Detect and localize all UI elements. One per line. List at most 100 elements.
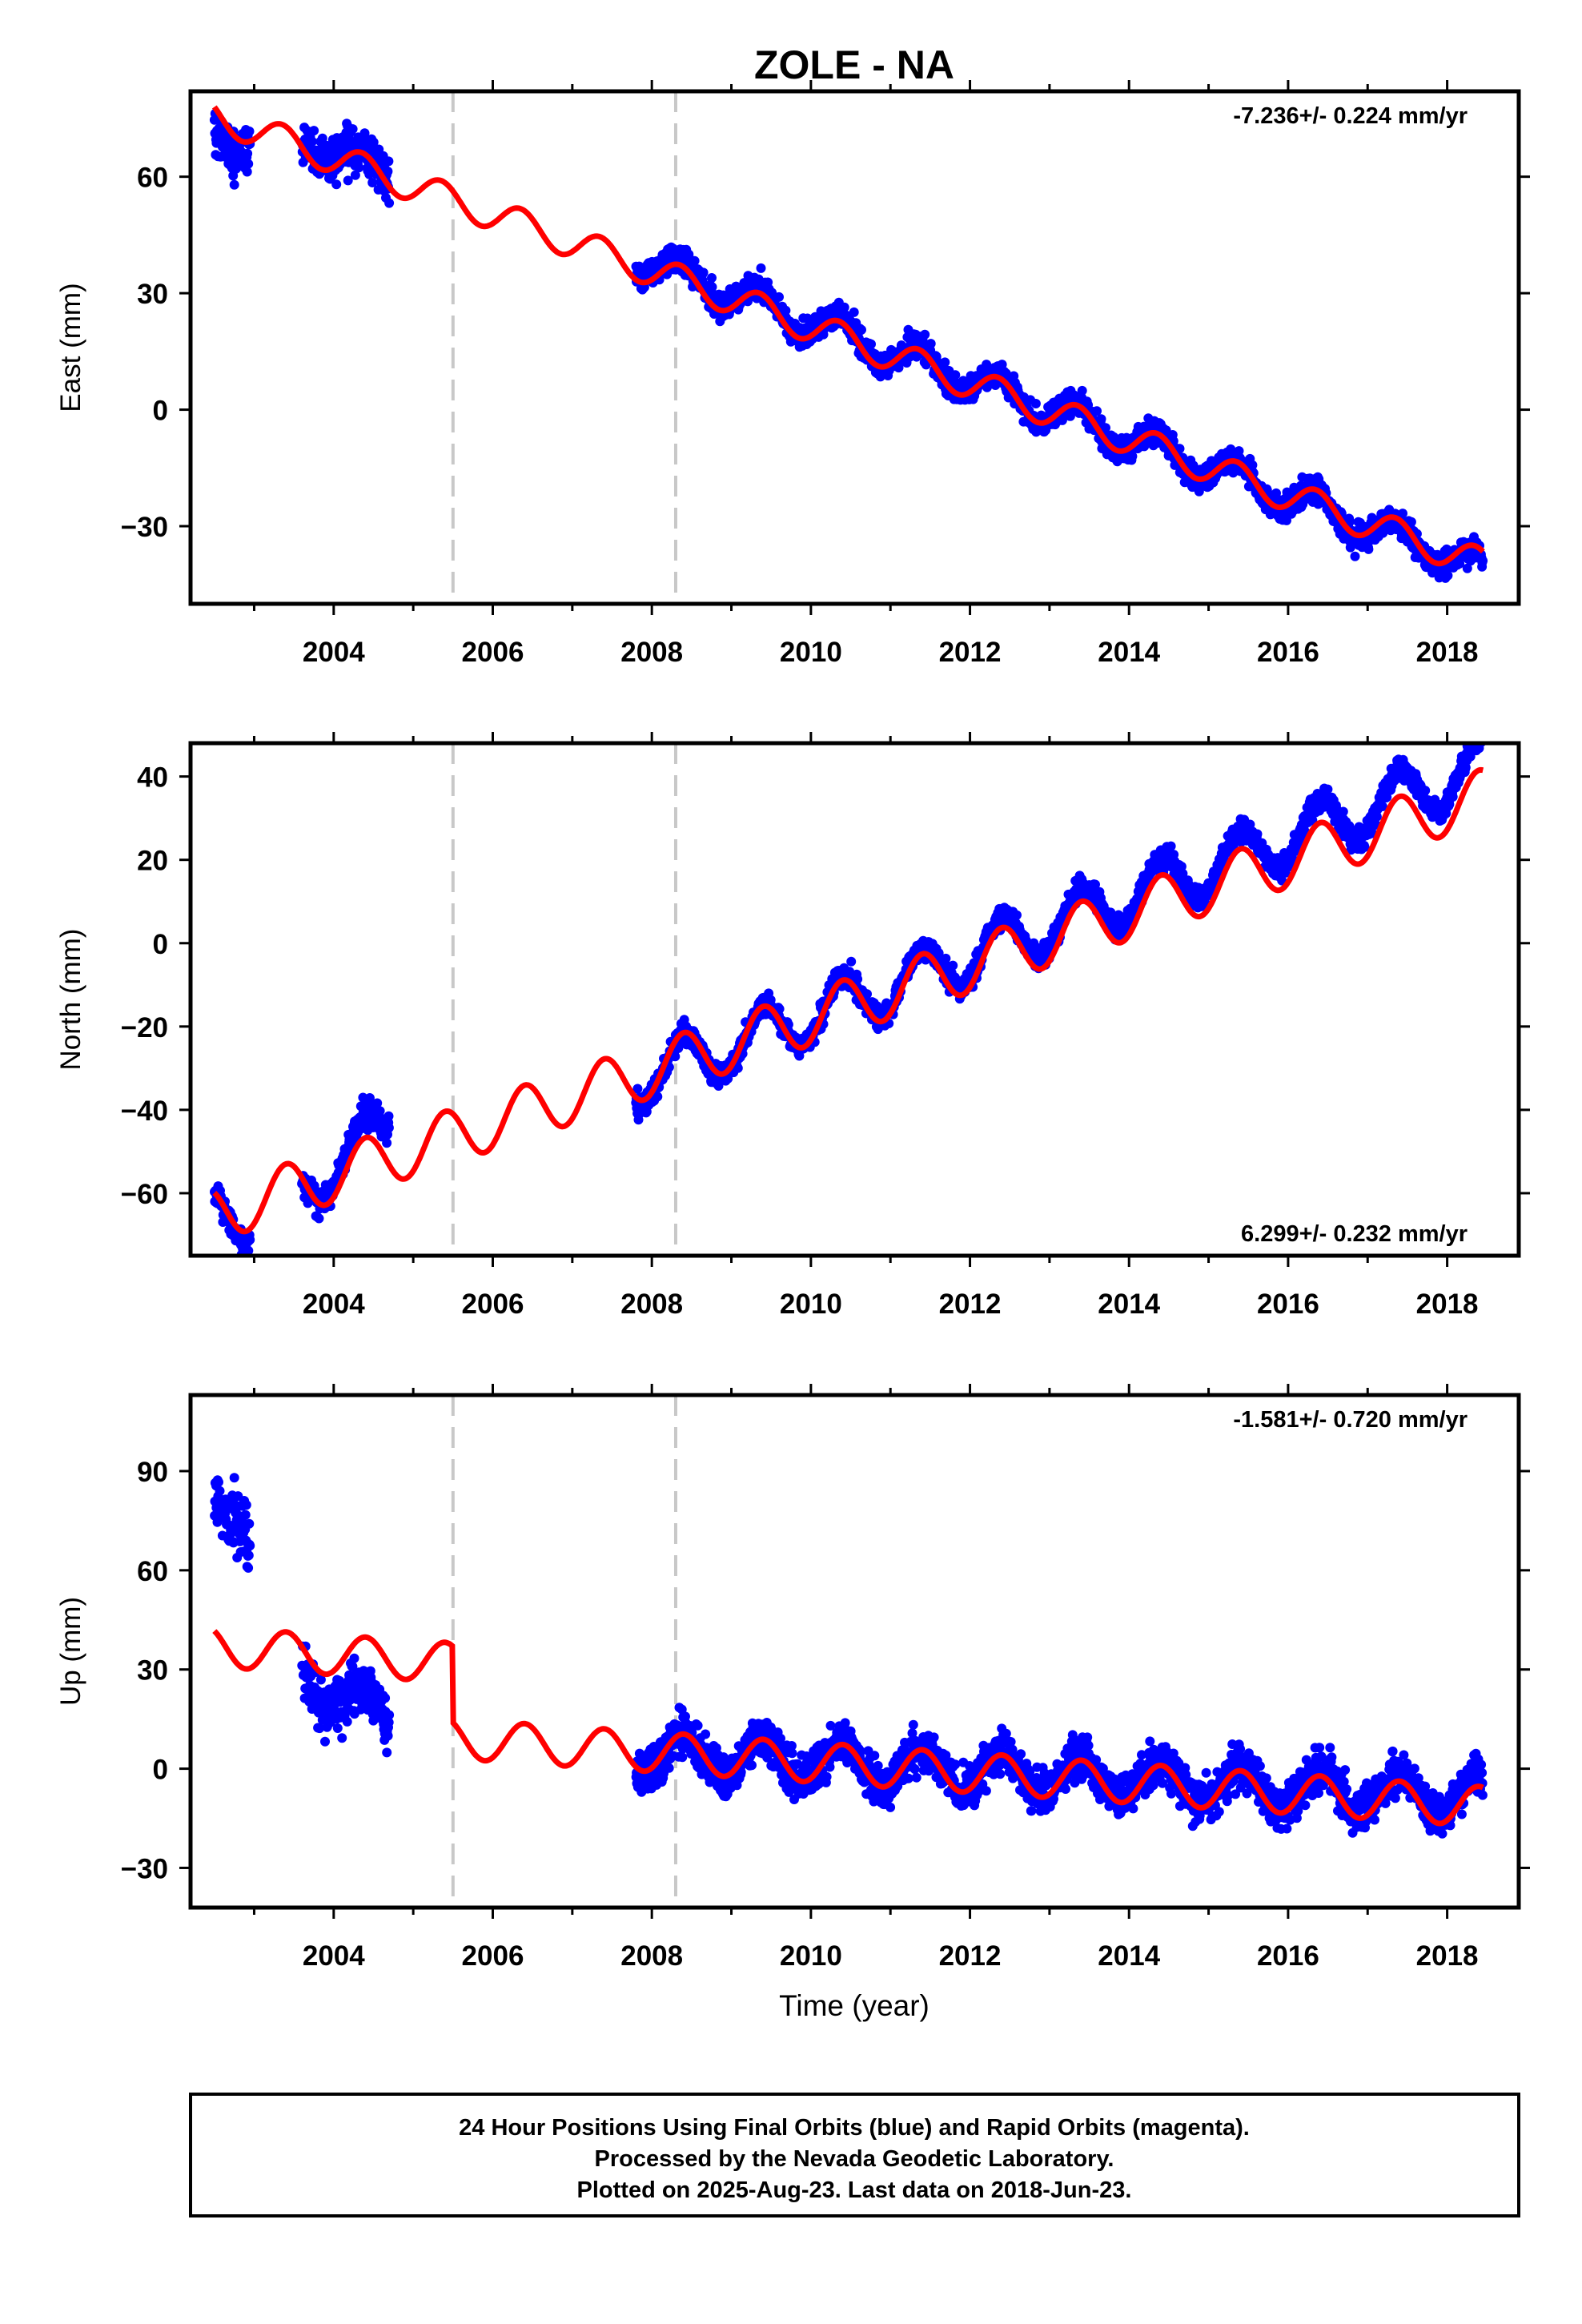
data-point [1420, 786, 1431, 796]
data-point [1476, 731, 1485, 741]
data-point [839, 302, 849, 312]
data-point [774, 292, 784, 302]
data-point [781, 305, 791, 316]
data-point [1030, 399, 1041, 408]
data-point [950, 370, 961, 380]
data-point [1188, 460, 1199, 471]
data-point [698, 267, 709, 278]
data-point [1176, 862, 1186, 871]
data-point [367, 178, 378, 187]
data-point [375, 1106, 385, 1116]
data-point [1065, 411, 1075, 421]
data-point [314, 1213, 324, 1224]
data-point [317, 133, 327, 143]
data-point [1252, 829, 1263, 839]
data-point [756, 263, 766, 273]
data-point [1178, 868, 1188, 879]
data-point [1476, 726, 1486, 735]
data-point [358, 1092, 368, 1103]
data-point [733, 1063, 743, 1073]
data-point [372, 1098, 383, 1108]
data-point [849, 307, 859, 317]
chart-title: ZOLE - NA [754, 42, 954, 87]
data-point [866, 339, 876, 349]
data-point [350, 170, 360, 180]
data-point [1473, 731, 1483, 741]
data-point [347, 124, 358, 135]
data-point [707, 282, 717, 292]
y-axis-label: East (mm) [55, 283, 86, 412]
data-point [774, 1003, 785, 1014]
data-point [1012, 910, 1022, 920]
data-point [940, 357, 950, 368]
data-point [1477, 728, 1487, 738]
data-point [1478, 556, 1488, 566]
data-point [243, 1245, 254, 1256]
x-tick-label: 2010 [780, 637, 842, 668]
y-tick-label: 30 [137, 279, 168, 310]
data-point [354, 163, 364, 173]
data-point [1127, 451, 1138, 461]
data-point [1471, 731, 1480, 741]
data-point [1092, 406, 1102, 416]
data-point [707, 273, 717, 283]
data-point [1166, 841, 1176, 851]
panel-frame-east [188, 89, 1521, 606]
data-point [941, 953, 951, 963]
x-tick-label: 2004 [303, 637, 365, 668]
data-point [384, 198, 395, 208]
data-point [1462, 563, 1472, 573]
data-point [1473, 733, 1483, 742]
data-point [1077, 385, 1087, 396]
data-point [689, 255, 700, 266]
observations-east [209, 108, 1488, 583]
data-point [846, 956, 857, 967]
data-point [1174, 444, 1185, 454]
data-point [1101, 423, 1110, 433]
data-point [243, 159, 254, 169]
data-point [368, 137, 379, 147]
rate-label: -7.236+/- 0.224 mm/yr [1233, 103, 1468, 129]
data-point [383, 1111, 394, 1121]
data-point [244, 127, 255, 136]
data-point [383, 1123, 394, 1133]
panels: 2004 2006 2008 2010 2012 2014 2016 2018−3003060… [55, 80, 1530, 1972]
y-tick-label: 60 [137, 163, 168, 194]
data-point [948, 960, 958, 971]
data-point [1247, 460, 1258, 470]
data-point [857, 324, 866, 335]
data-point [245, 1235, 255, 1245]
data-point [893, 363, 904, 373]
data-point [1096, 414, 1106, 424]
model-curve-east [211, 105, 1485, 567]
observations-north [210, 726, 1487, 1256]
data-point [383, 167, 393, 176]
data-point [331, 179, 342, 190]
data-point [632, 1084, 643, 1094]
panel-east: 2004 2006 2008 2010 2012 2014 2016 2018−3003060… [55, 80, 1530, 668]
data-point [243, 148, 253, 159]
data-point [1443, 570, 1453, 581]
y-tick-label: 0 [153, 396, 168, 427]
data-point [1476, 733, 1486, 742]
data-point [652, 1092, 663, 1102]
data-point [229, 179, 239, 190]
x-tick-label: 2018 [1416, 637, 1479, 668]
x-tick-label: 2014 [1098, 637, 1160, 668]
y-tick-label: −30 [121, 512, 168, 543]
x-tick-label: 2016 [1257, 637, 1319, 668]
panel-north: 2004 2006 2008 2010 2012 2014 2016 2018−60−40−2… [55, 726, 1530, 1320]
data-point [307, 136, 317, 147]
data-point [862, 989, 872, 999]
data-point [1350, 551, 1360, 561]
data-point [1090, 879, 1100, 890]
data-point [1406, 517, 1416, 527]
data-point [853, 974, 863, 984]
data-point [920, 329, 930, 340]
data-point [343, 175, 353, 186]
data-point [309, 126, 319, 136]
data-point [382, 1138, 392, 1148]
data-point [1398, 509, 1407, 519]
data-point [242, 167, 252, 177]
